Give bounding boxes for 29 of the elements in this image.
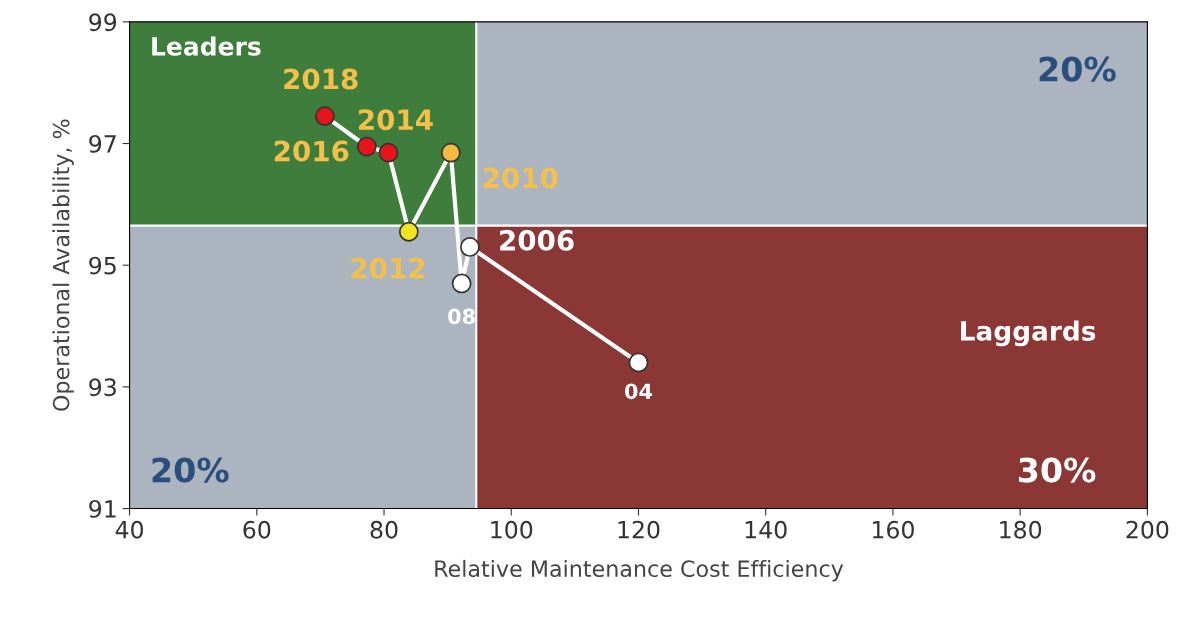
x-tick-label: 140 — [745, 520, 787, 539]
annotation: 20% — [152, 457, 229, 483]
x-tick-label: 40 — [115, 520, 144, 539]
annotation: 2010 — [483, 167, 558, 189]
x-tick-label: 80 — [370, 520, 398, 539]
x-tick-label: 160 — [872, 520, 914, 539]
annotation: Laggards — [961, 320, 1096, 347]
annotation: 08 — [448, 308, 475, 325]
annotation: 2016 — [274, 140, 349, 162]
annotation: 2014 — [358, 109, 433, 131]
x-tick-label: 180 — [1000, 520, 1042, 539]
y-tick-label: 97 — [89, 134, 116, 153]
y-tick-label: 99 — [89, 13, 117, 32]
y-tick-label: 93 — [89, 378, 116, 397]
annotation: Leaders — [152, 36, 261, 56]
x-axis-title: Relative Maintenance Cost Efficiency — [435, 559, 844, 582]
annotation: 2012 — [351, 257, 425, 279]
annotation: 04 — [624, 383, 653, 400]
x-tick-label: 120 — [618, 520, 660, 539]
x-tick-label: 200 — [1126, 520, 1169, 539]
y-tick-label: 91 — [89, 500, 116, 518]
x-tick-label: 100 — [491, 520, 533, 539]
y-tick-label: 95 — [89, 256, 116, 275]
annotation: 30% — [1018, 457, 1096, 483]
y-axis-title: Operational Availability, % — [52, 119, 74, 411]
annotation: 2006 — [500, 229, 574, 251]
x-tick-label: 60 — [243, 520, 271, 539]
annotation: 20% — [1039, 56, 1116, 82]
annotation: 2018 — [284, 68, 358, 90]
